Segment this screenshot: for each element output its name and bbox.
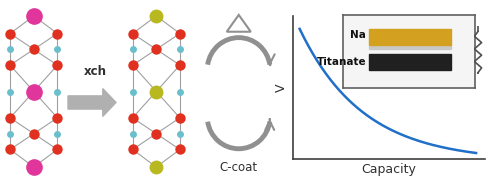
Text: Na: Na xyxy=(350,30,366,40)
Text: Titanate: Titanate xyxy=(316,57,366,67)
Bar xyxy=(369,54,451,70)
Bar xyxy=(369,29,451,45)
Text: xch: xch xyxy=(84,64,106,78)
Y-axis label: V: V xyxy=(276,84,288,92)
FancyArrow shape xyxy=(68,89,116,116)
Bar xyxy=(369,46,451,49)
X-axis label: Capacity: Capacity xyxy=(362,163,416,176)
Text: C-coat: C-coat xyxy=(220,161,258,174)
